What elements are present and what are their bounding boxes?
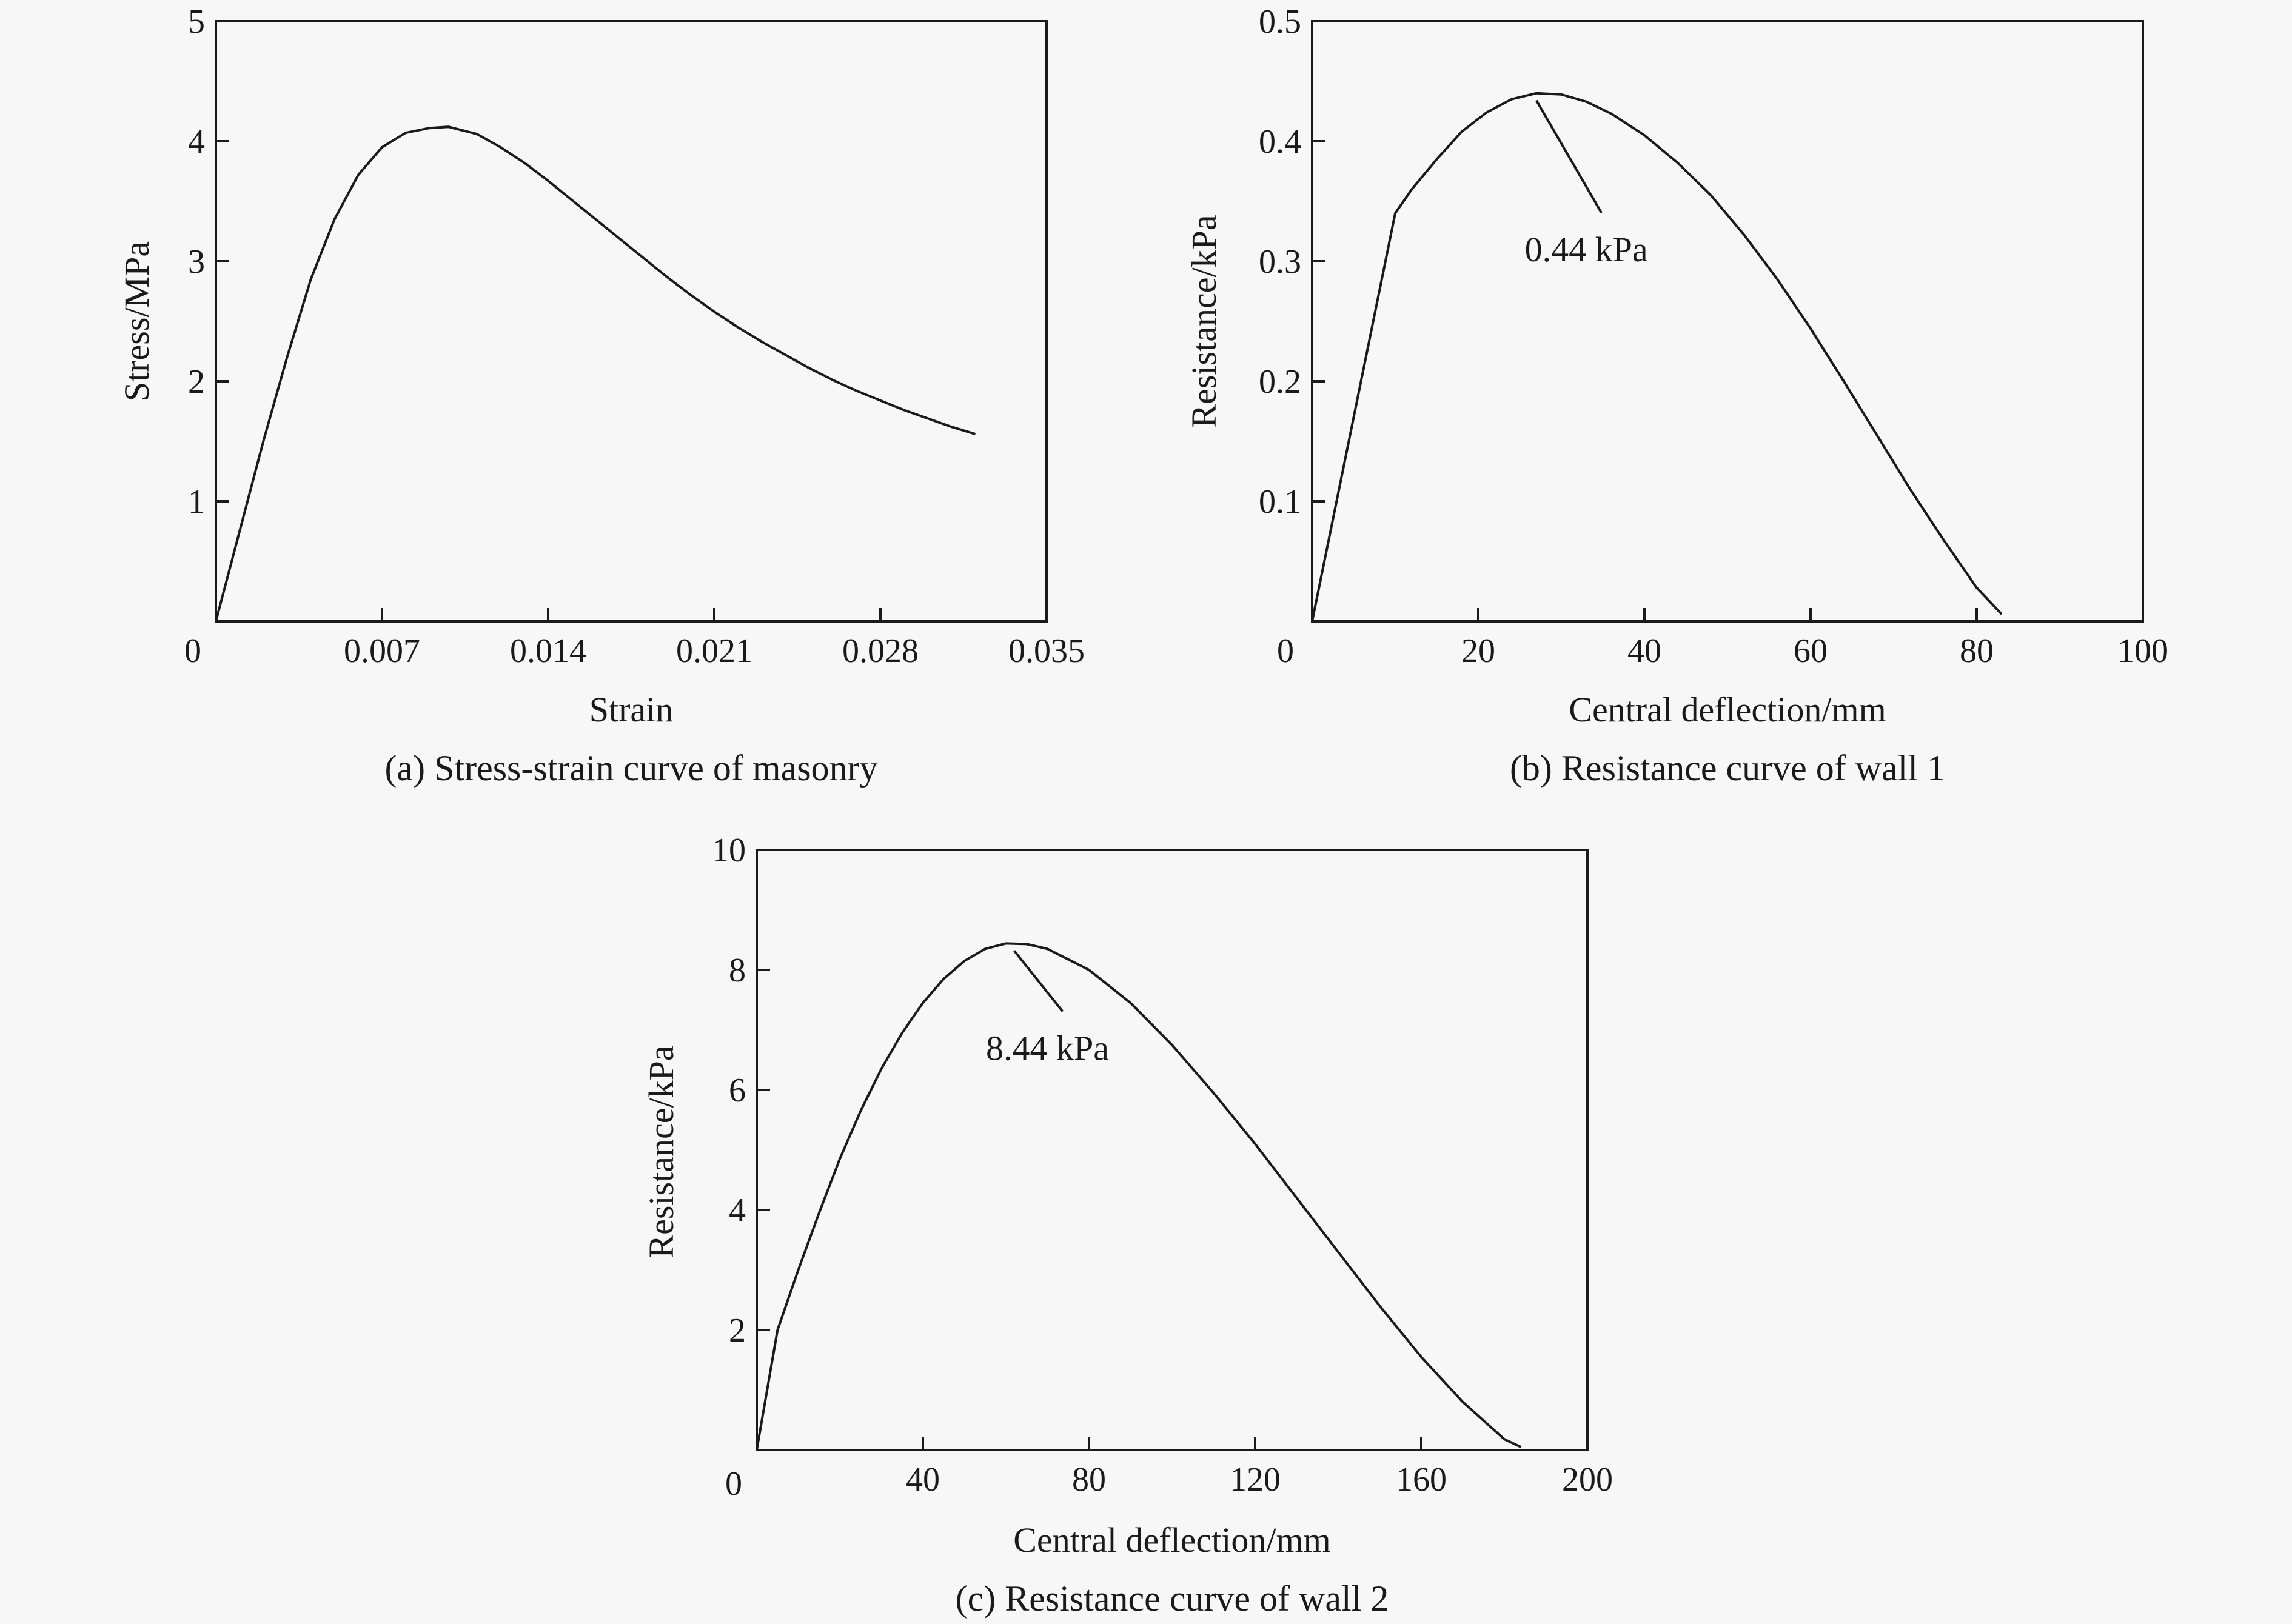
caption: (b) Resistance curve of wall 1 [1510,748,1945,788]
x-tick-label: 0.007 [344,632,420,670]
x-axis-title: Strain [589,690,674,729]
y-tick-label: 3 [188,243,205,281]
series-line [215,125,976,622]
x-tick-label: 60 [1794,632,1828,670]
x-tick-label: 160 [1396,1461,1447,1499]
zero-label: 0 [184,632,201,670]
y-tick-labels: 0.1 0.2 0.3 0.4 0.5 [1259,3,1301,521]
x-tick-label: 40 [1627,632,1661,670]
x-tick-label: 100 [2117,632,2168,670]
y-axis-title: Resistance/kPa [1184,215,1224,427]
x-tick-labels: 40 80 120 160 200 [906,1461,1613,1499]
series-line [756,942,1522,1451]
panel-a: 0.007 0.014 0.021 0.028 0.035 1 2 3 4 5 0 Strain… [117,3,1085,788]
y-tick-label: 2 [729,1312,746,1349]
y-tick-label: 5 [188,3,205,41]
x-tick-label: 200 [1562,1461,1613,1499]
y-tick-label: 6 [729,1072,746,1109]
x-tick-label: 0.021 [676,632,752,670]
annotation-label: 8.44 kPa [986,1029,1109,1068]
plot-frame [1311,20,2144,623]
y-tick-label: 4 [729,1192,746,1229]
y-tick-label: 0.2 [1259,363,1301,401]
y-tick-label: 10 [712,832,746,869]
annotation-leader [1013,950,1064,1012]
axis-ticks [757,969,1422,1450]
axis-ticks [1312,140,1978,621]
x-tick-label: 120 [1230,1461,1281,1499]
y-tick-label: 1 [188,483,205,521]
y-tick-label: 2 [188,363,205,401]
y-tick-labels: 1 2 3 4 5 [188,3,205,521]
x-tick-label: 40 [906,1461,940,1499]
zero-label: 0 [1277,632,1294,670]
x-tick-label: 80 [1072,1461,1106,1499]
zero-label: 0 [725,1465,742,1503]
x-tick-label: 20 [1461,632,1495,670]
y-tick-label: 0.1 [1259,483,1301,521]
annotation-label: 0.44 kPa [1525,230,1648,269]
y-tick-label: 0.4 [1259,123,1301,161]
x-axis-title: Central deflection/mm [1013,1520,1330,1560]
x-tick-label: 0.035 [1008,632,1085,670]
annotation-leader [1535,99,1603,214]
panel-b: 20 40 60 80 100 0.1 0.2 0.3 0.4 0.5 0 0.44 kPa C… [1184,3,2168,788]
caption: (a) Stress-strain curve of masonry [384,748,877,788]
x-tick-labels: 20 40 60 80 100 [1461,632,2168,670]
caption: (c) Resistance curve of wall 2 [956,1579,1389,1619]
x-tick-label: 0.014 [510,632,586,670]
y-tick-label: 0.5 [1259,3,1301,41]
plot-frame [215,20,1048,623]
y-tick-label: 8 [729,952,746,989]
axis-ticks [216,140,882,621]
y-axis-title: Resistance/kPa [642,1045,681,1258]
x-tick-label: 0.028 [842,632,919,670]
plot-frame [756,849,1589,1451]
x-axis-title: Central deflection/mm [1569,690,1886,729]
series-line [1311,92,2003,622]
x-tick-label: 80 [1960,632,1994,670]
y-tick-label: 0.3 [1259,243,1301,281]
y-axis-title: Stress/MPa [117,241,156,401]
panel-c: 40 80 120 160 200 2 4 6 8 10 0 8.44 kPa Central … [642,832,1613,1619]
y-tick-labels: 2 4 6 8 10 [712,832,746,1349]
x-tick-labels: 0.007 0.014 0.021 0.028 0.035 [344,632,1085,670]
y-tick-label: 4 [188,123,205,161]
